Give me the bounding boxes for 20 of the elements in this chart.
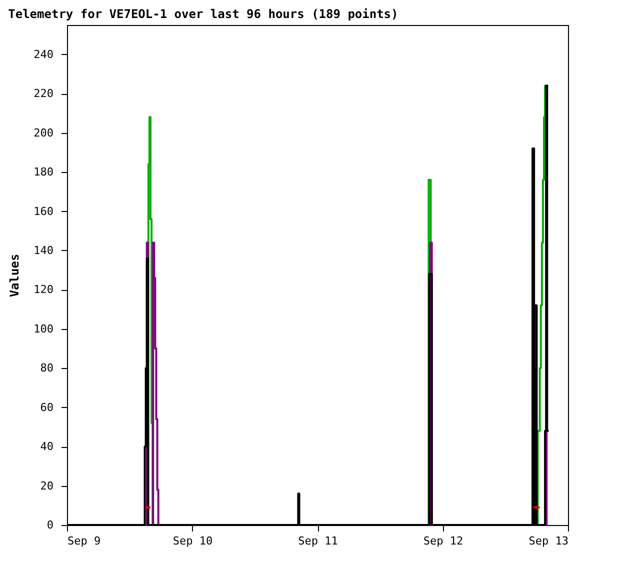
y-tick-label: 100	[34, 322, 54, 336]
y-axis-title: Values	[8, 254, 22, 298]
y-tick-label: 200	[34, 126, 54, 140]
y-tick-label: 80	[40, 362, 54, 375]
y-tick-label: 20	[40, 479, 54, 492]
y-tick-label: 0	[46, 518, 54, 532]
y-tick-label: 40	[40, 440, 54, 454]
chart-title: Telemetry for VE7EOL-1 over last 96 hours (189 points)	[8, 7, 398, 21]
y-tick-label: 220	[34, 87, 54, 100]
y-tick-label: 140	[34, 244, 54, 257]
x-tick-label: Sep 12	[423, 534, 464, 548]
y-tick-label: 60	[40, 400, 54, 414]
x-tick-label: Sep 11	[298, 534, 338, 548]
y-tick-label: 120	[34, 283, 54, 296]
y-tick-label: 180	[34, 166, 54, 179]
y-tick-label: 240	[34, 48, 54, 61]
x-tick-label: Sep 9	[68, 534, 101, 548]
x-tick-label: Sep 10	[172, 534, 213, 548]
x-tick-label: Sep 13	[528, 534, 568, 548]
y-tick-label: 160	[34, 204, 54, 218]
